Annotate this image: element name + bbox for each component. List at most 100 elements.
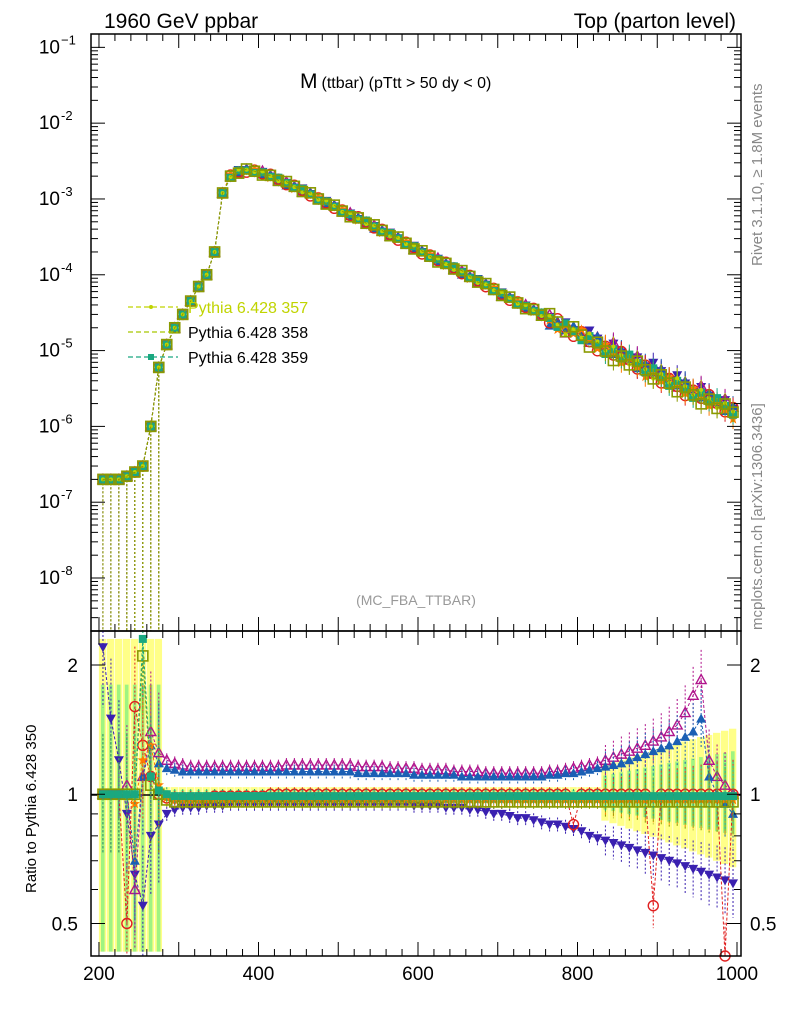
ratio-data-point — [537, 792, 546, 801]
ratio-data-point — [536, 818, 547, 828]
main-y-tick-label: 10 — [39, 416, 60, 437]
ratio-data-point — [520, 771, 531, 781]
main-data-point — [268, 174, 273, 179]
ratio-data-point — [712, 873, 723, 883]
ratio-data-point — [721, 792, 730, 801]
main-y-tick-exponent: −1 — [61, 32, 76, 47]
header-energy-label: 1960 GeV ppbar — [104, 10, 258, 33]
main-data-point — [561, 319, 570, 328]
legend-label: Pythia 6.428 357 — [188, 300, 308, 317]
ratio-data-point — [601, 792, 610, 801]
main-x-ticks — [98, 34, 738, 631]
ratio-data-point — [306, 792, 315, 801]
main-data-point — [649, 364, 658, 373]
ratio-data-point — [193, 766, 204, 776]
ratio-data-point — [121, 917, 133, 930]
main-data-point — [296, 185, 309, 198]
ratio-data-point — [728, 879, 739, 889]
ratio-data-point — [584, 764, 595, 774]
ratio-data-point — [106, 790, 115, 799]
ratio-data-point — [145, 831, 156, 841]
main-data-point — [611, 344, 616, 349]
main-panel: 10−110-210-310-410-510-610-710-8 M (ttbar… — [39, 32, 742, 632]
main-data-point — [647, 373, 660, 385]
ratio-data-point — [617, 792, 626, 801]
main-data-point — [679, 381, 691, 393]
main-data-point — [495, 289, 508, 302]
main-data-point — [137, 460, 149, 472]
ratio-data-point — [417, 792, 426, 801]
ratio-data-point — [689, 792, 698, 801]
ratio-data-point — [678, 706, 692, 718]
ratio-data-point — [153, 820, 164, 830]
ratio-data-point — [449, 792, 458, 801]
main-y-tick-exponent: -6 — [61, 411, 73, 426]
ratio-data-point — [545, 792, 554, 801]
main-data-point — [663, 377, 676, 389]
ratio-data-point — [657, 792, 666, 801]
main-data-point — [576, 324, 587, 335]
ratio-y-axis-label: Ratio to Pythia 6.428 350 — [23, 725, 40, 893]
ratio-data-point — [496, 771, 507, 781]
main-data-point — [145, 420, 157, 433]
ratio-data-point — [338, 792, 347, 801]
ratio-data-point — [274, 792, 283, 801]
plot-title-rest: (ttbar) (pTtt > 50 dy < 0) — [322, 75, 492, 92]
main-data-point — [519, 302, 532, 315]
ratio-data-point — [625, 792, 634, 801]
main-y-tick-label: 10 — [39, 189, 60, 210]
ratio-data-point — [330, 792, 339, 801]
ratio-data-point — [369, 768, 380, 778]
ratio-data-point — [569, 792, 578, 801]
ratio-y-tick-label: 1 — [67, 785, 78, 806]
main-data-point — [225, 168, 236, 179]
ratio-data-point — [233, 766, 244, 776]
ratio-data-point — [114, 790, 123, 799]
ratio-data-point — [536, 771, 547, 781]
main-data-point — [328, 199, 341, 211]
ratio-data-point — [720, 876, 731, 886]
ratio-data-point — [648, 746, 659, 756]
ratio-series-group — [96, 631, 740, 962]
main-y-tick-exponent: -5 — [61, 336, 73, 351]
main-series — [97, 163, 739, 631]
ratio-data-point — [504, 771, 515, 781]
ratio-data-point — [481, 792, 490, 801]
ratio-data-point — [362, 792, 371, 801]
main-data-point — [249, 163, 260, 174]
ratio-data-point — [528, 771, 539, 781]
main-data-point — [216, 187, 229, 199]
ratio-band-green — [108, 684, 113, 952]
main-data-point — [388, 234, 393, 239]
ratio-data-point — [218, 792, 227, 801]
ratio-data-point — [656, 743, 667, 753]
ratio-y-tick-label-right: 1 — [750, 785, 761, 806]
main-data-point — [675, 376, 680, 381]
ratio-data-point — [647, 900, 659, 912]
ratio-data-point — [729, 792, 738, 801]
main-data-point — [512, 295, 523, 306]
main-series — [97, 164, 739, 631]
main-y-tick-label: 10 — [39, 492, 60, 513]
legend: Pythia 6.428 357 Pythia 6.428 358 Pythia 6… — [128, 300, 308, 367]
main-data-point — [473, 275, 482, 284]
main-data-point — [192, 280, 205, 293]
main-data-point — [719, 398, 731, 410]
ratio-data-point — [592, 834, 603, 844]
ratio-data-point — [113, 756, 124, 766]
ratio-data-point — [465, 792, 474, 801]
ratio-data-point — [705, 792, 714, 801]
ratio-data-point — [672, 859, 683, 869]
main-data-point — [152, 361, 165, 374]
main-data-point — [384, 229, 396, 242]
ratio-data-point — [329, 766, 340, 776]
main-data-point — [487, 283, 500, 296]
ratio-x-axis: 200 400 600 800 1000 — [83, 631, 758, 985]
main-series — [97, 163, 739, 631]
main-data-point — [344, 210, 357, 223]
ratio-data-point — [521, 792, 530, 801]
ratio-data-point — [425, 792, 434, 801]
ratio-data-point — [161, 763, 172, 773]
main-data-point — [337, 203, 348, 214]
main-data-point — [575, 329, 588, 341]
